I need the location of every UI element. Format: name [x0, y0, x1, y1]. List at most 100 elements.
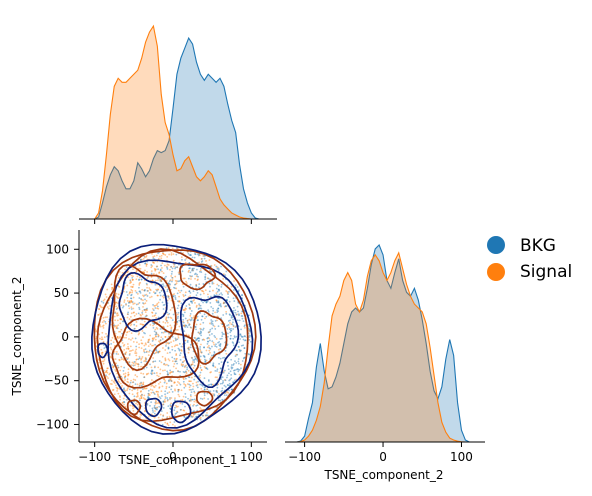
scatter-point-bkg: [228, 372, 230, 375]
scatter-point-bkg: [129, 279, 132, 282]
scatter-point-bkg: [220, 285, 223, 288]
scatter-point-bkg: [124, 282, 127, 284]
scatter-point-signal: [144, 398, 147, 401]
scatter-point-bkg: [242, 320, 245, 323]
scatter-point-signal: [125, 334, 128, 336]
scatter-point-signal: [140, 342, 143, 345]
scatter-point-signal: [201, 290, 204, 292]
scatter-point-signal: [204, 317, 206, 320]
scatter-point-signal: [129, 291, 132, 294]
scatter-point-bkg: [153, 322, 156, 325]
scatter-point-signal: [121, 402, 124, 404]
scatter-point-signal: [165, 318, 167, 321]
scatter-point-bkg: [159, 294, 162, 297]
scatter-point-bkg: [152, 326, 155, 329]
scatter-point-bkg: [144, 288, 146, 291]
scatter-point-bkg: [211, 340, 214, 342]
scatter-point-bkg: [226, 361, 229, 364]
scatter-point-signal: [133, 314, 136, 317]
scatter-point-bkg: [187, 397, 189, 400]
scatter-point-bkg: [193, 336, 196, 339]
scatter-point-bkg: [193, 273, 196, 276]
scatter-point-signal: [168, 415, 171, 418]
scatter-point-bkg: [175, 253, 178, 256]
scatter-point-signal: [136, 391, 139, 394]
scatter-point-signal: [164, 380, 167, 382]
scatter-point-bkg: [186, 341, 189, 344]
scatter-point-signal: [180, 364, 183, 367]
scatter-point-bkg: [157, 268, 159, 271]
scatter-point-bkg: [182, 285, 185, 288]
kde-line-bkg-component-2: [296, 244, 470, 442]
scatter-point-signal: [216, 315, 219, 318]
scatter-point-signal: [158, 271, 161, 274]
scatter-point-signal: [194, 337, 197, 340]
scatter-point-bkg: [204, 359, 207, 362]
scatter-point-signal: [206, 277, 209, 280]
scatter-point-bkg: [158, 291, 161, 294]
scatter-point-signal: [157, 340, 160, 343]
scatter-point-bkg: [183, 415, 186, 418]
scatter-point-bkg: [145, 360, 148, 363]
legend-item-bkg[interactable]: BKG: [487, 236, 556, 256]
scatter-point-signal: [139, 413, 142, 416]
scatter-point-signal: [144, 256, 146, 259]
scatter-point-signal: [178, 388, 180, 391]
kde-line-signal-component-1: [94, 24, 260, 220]
scatter-point-bkg: [130, 297, 133, 300]
scatter-point-signal: [122, 358, 124, 360]
scatter-point-signal: [98, 361, 101, 364]
scatter-point-signal: [127, 276, 130, 279]
scatter-point-signal: [102, 299, 105, 302]
scatter-point-bkg: [153, 404, 156, 407]
scatter-point-bkg: [234, 360, 236, 363]
scatter-point-bkg: [181, 270, 184, 273]
scatter-point-bkg: [176, 266, 179, 269]
scatter-point-bkg: [208, 282, 211, 285]
scatter-point-signal: [220, 322, 223, 325]
scatter-point-bkg: [116, 327, 119, 330]
scatter-point-signal: [142, 305, 144, 308]
scatter-point-signal: [95, 330, 98, 333]
scatter-point-signal: [225, 290, 228, 292]
scatter-point-bkg: [175, 247, 178, 249]
scatter-point-signal: [198, 417, 201, 420]
scatter-point-bkg: [164, 390, 167, 393]
scatter-point-bkg: [217, 301, 220, 304]
scatter-point-bkg: [178, 349, 181, 352]
scatter-point-signal: [152, 255, 155, 258]
scatter-point-signal: [162, 253, 165, 256]
scatter-point-bkg: [226, 298, 228, 301]
scatter-point-signal: [187, 347, 189, 350]
scatter-point-signal: [130, 301, 133, 304]
scatter-point-bkg: [147, 395, 150, 398]
scatter-point-bkg: [176, 292, 179, 295]
scatter-point-signal: [141, 393, 143, 396]
scatter-point-signal: [155, 279, 157, 282]
y-axis-label-component-2: TSNE_component_2: [10, 276, 24, 396]
scatter-point-bkg: [161, 331, 163, 334]
scatter-point-signal: [133, 311, 135, 314]
scatter-point-signal: [184, 307, 187, 310]
scatter-point-signal: [169, 324, 172, 327]
scatter-point-signal: [123, 359, 125, 361]
scatter-point-bkg: [146, 289, 149, 292]
legend-item-signal[interactable]: Signal: [487, 262, 572, 282]
scatter-point-signal: [157, 288, 160, 291]
scatter-point-bkg: [190, 310, 193, 312]
scatter-point-signal: [183, 277, 186, 280]
scatter-point-signal: [213, 325, 216, 328]
scatter-point-signal: [215, 292, 218, 295]
scatter-point-bkg: [195, 285, 198, 287]
scatter-point-bkg: [215, 390, 218, 393]
scatter-point-signal: [116, 319, 119, 322]
scatter-point-signal: [120, 328, 123, 331]
scatter-point-bkg: [190, 300, 192, 303]
scatter-point-signal: [143, 387, 146, 389]
scatter-point-bkg: [221, 335, 224, 338]
scatter-point-signal: [166, 373, 169, 376]
scatter-point-signal: [132, 283, 135, 286]
scatter-point-signal: [176, 344, 179, 347]
scatter-point-signal: [131, 286, 134, 288]
scatter-point-bkg: [126, 294, 129, 296]
